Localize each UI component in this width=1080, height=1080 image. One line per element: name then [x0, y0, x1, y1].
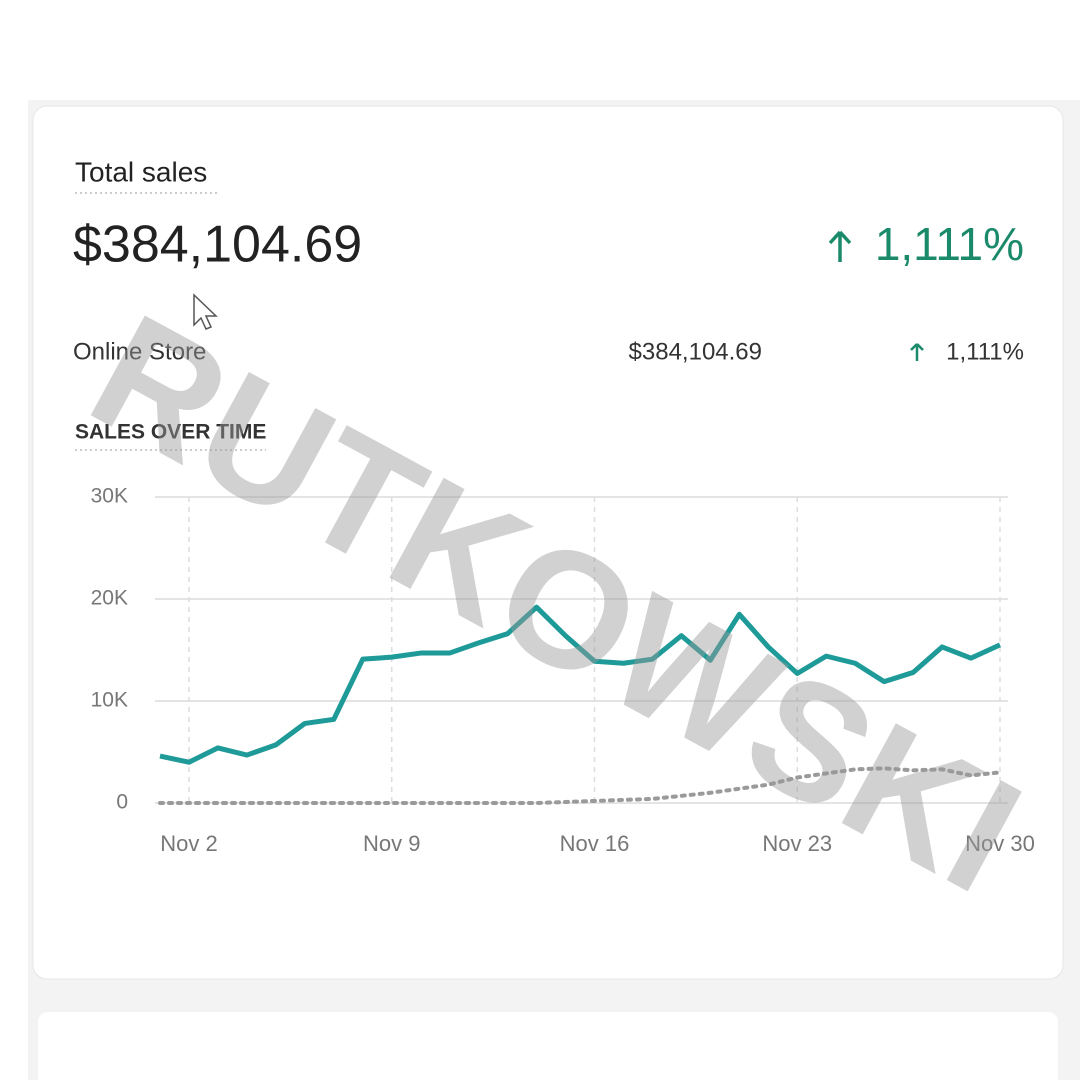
total-change: 1,111% — [875, 218, 1024, 270]
total-value: $384,104.69 — [73, 216, 362, 274]
card-title: Total sales — [75, 156, 207, 187]
up-arrow — [828, 230, 852, 262]
up-arrow-small — [910, 343, 924, 361]
x-tick-label: Nov 30 — [965, 831, 1035, 856]
y-tick-label: 10K — [91, 689, 128, 712]
cursor — [193, 293, 218, 330]
x-tick-label: Nov 2 — [160, 831, 217, 856]
x-tick-label: Nov 23 — [762, 831, 832, 856]
x-tick-label: Nov 9 — [363, 831, 420, 856]
card — [32, 105, 1064, 980]
y-tick-label: 30K — [91, 485, 128, 508]
channel-change: 1,111% — [946, 338, 1024, 365]
channel-name: Online Store — [73, 338, 206, 365]
comparison-line — [158, 766, 1002, 805]
chart: 0 10K 20K 30K Nov 2 Nov 9 Nov 16 Nov 23 Nov 30 — [91, 485, 1035, 856]
sales-line — [159, 604, 1002, 765]
channel-amount: $384,104.69 — [629, 338, 762, 365]
x-tick-label: Nov 16 — [560, 831, 630, 856]
next-card — [38, 1012, 1058, 1080]
y-tick-label: 0 — [116, 791, 128, 814]
section-title: SALES OVER TIME — [75, 421, 266, 444]
y-tick-label: 20K — [91, 587, 128, 610]
